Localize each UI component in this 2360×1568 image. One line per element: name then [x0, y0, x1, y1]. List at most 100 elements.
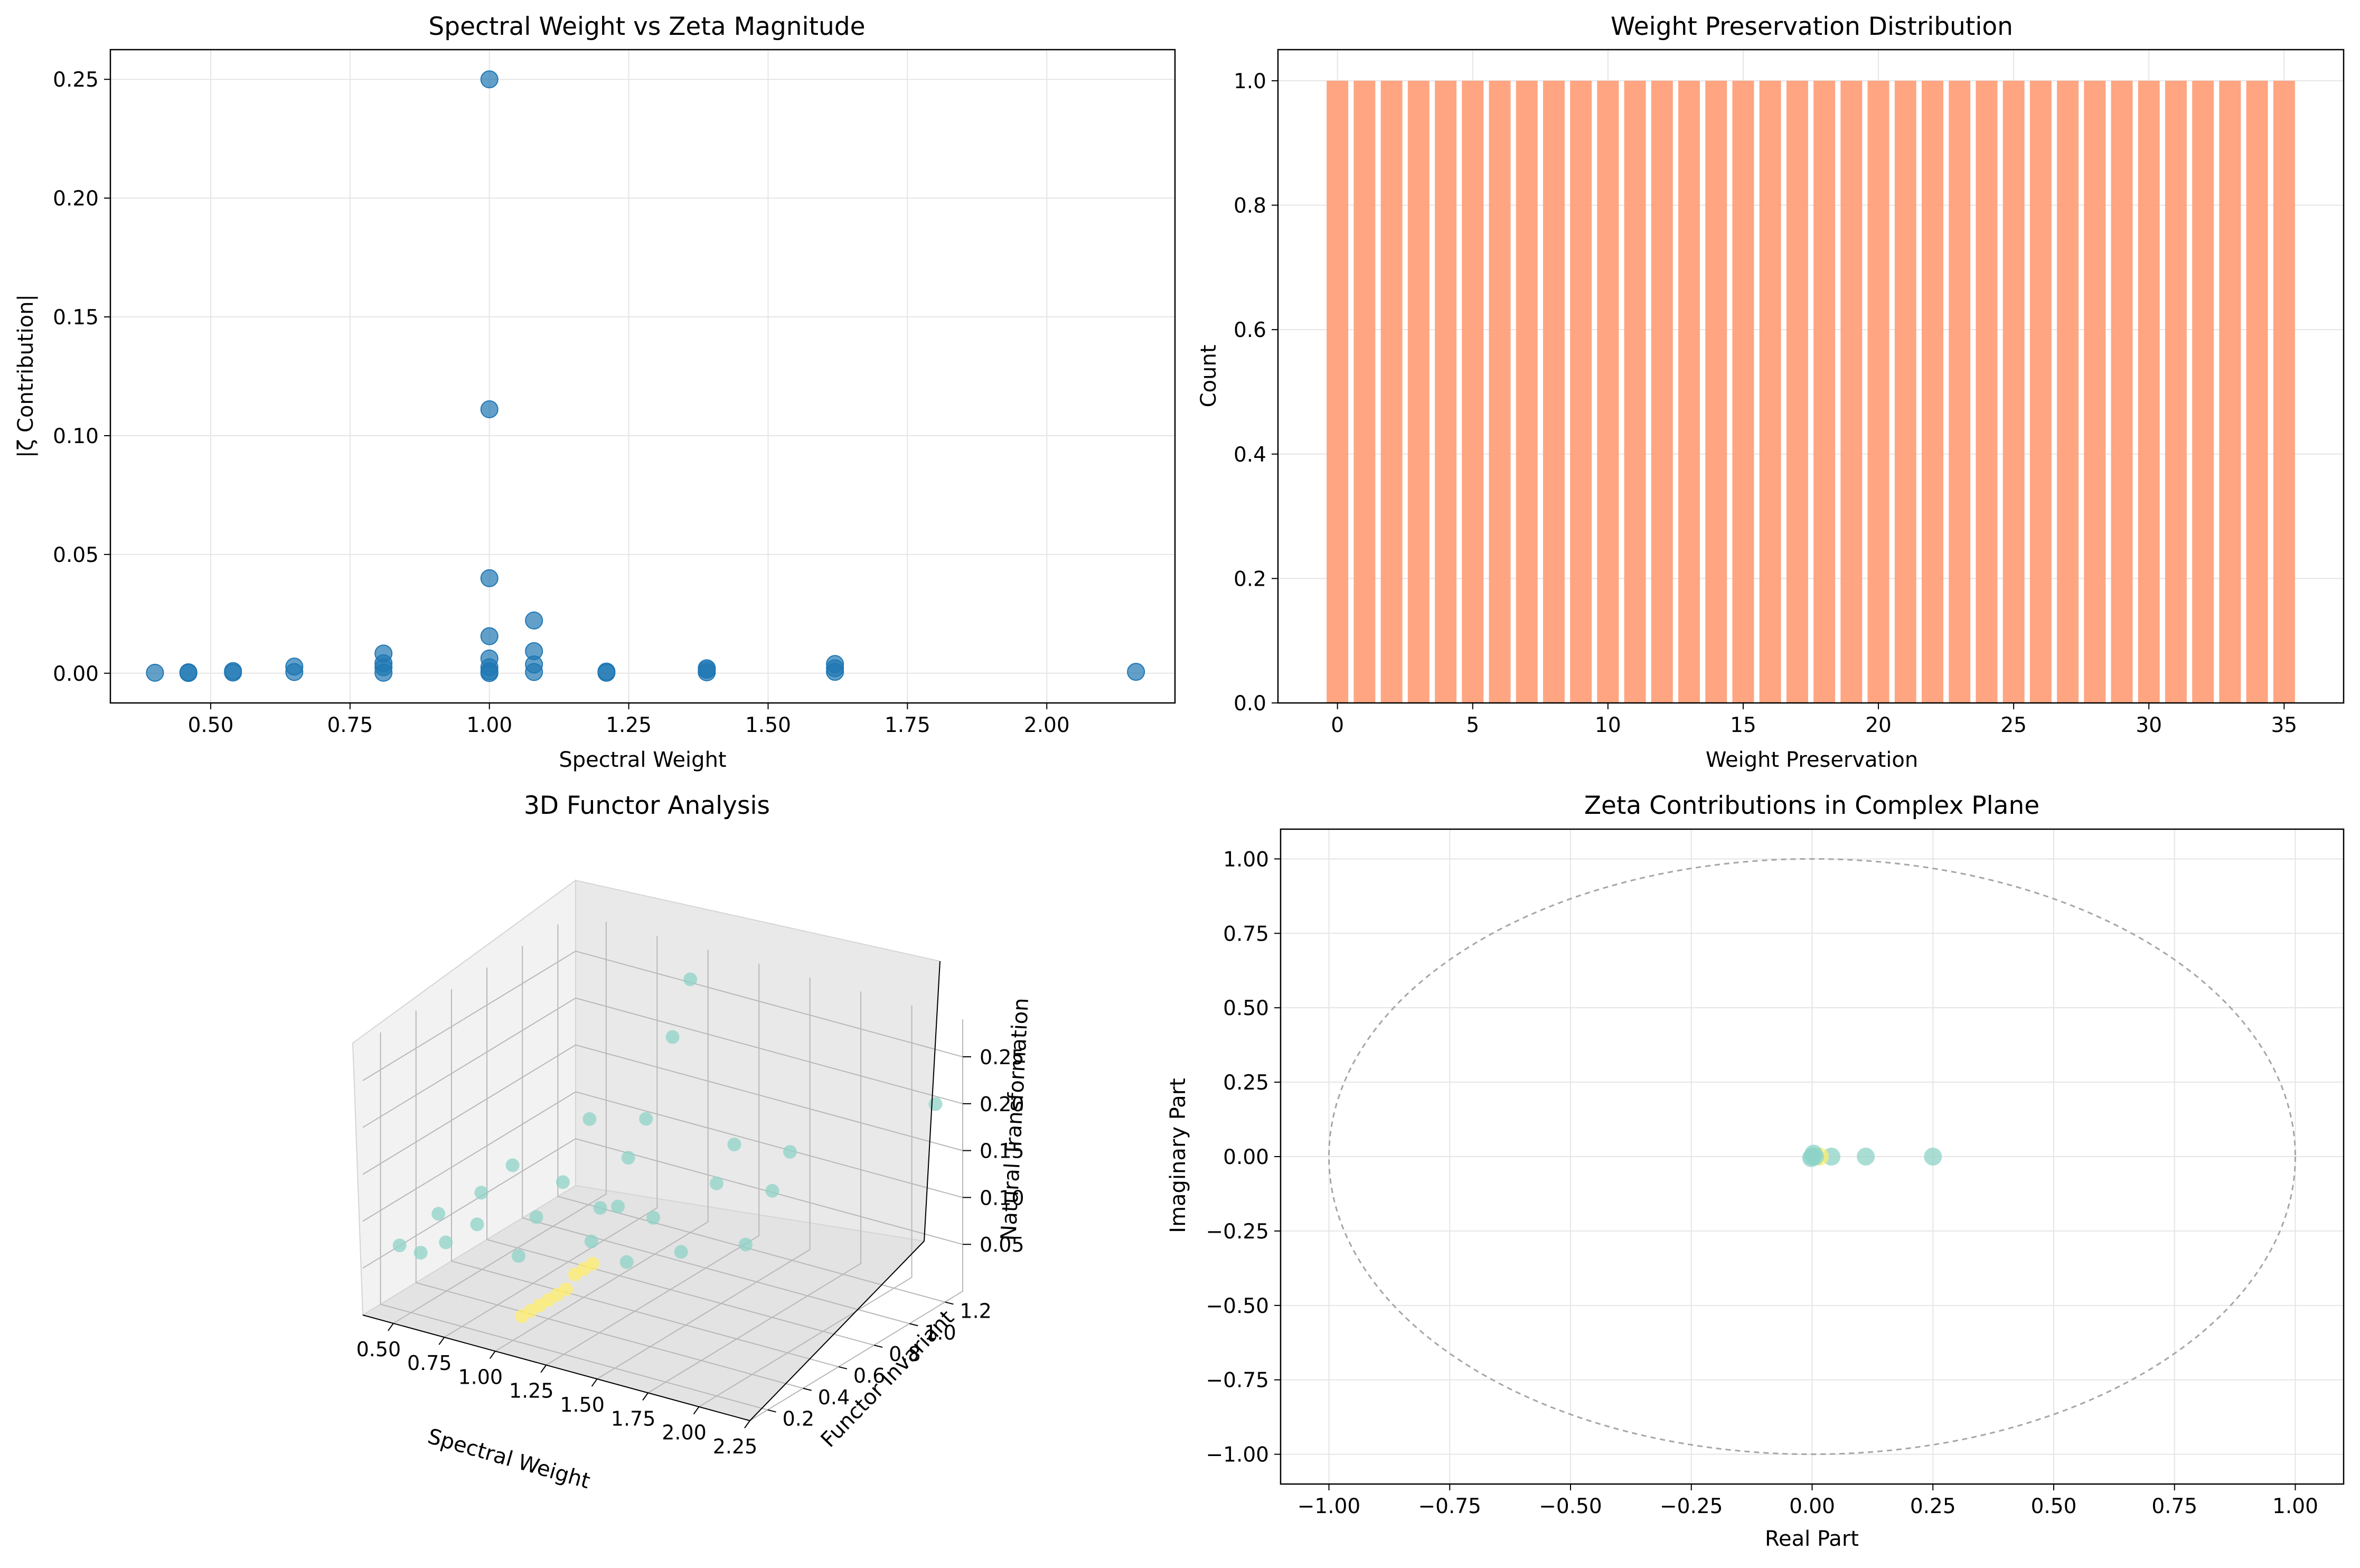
chart-title: Spectral Weight vs Zeta Magnitude: [428, 12, 865, 41]
bar: [2165, 80, 2187, 703]
y-tick-label: 0.50: [1223, 997, 1269, 1020]
data-point: [597, 662, 616, 681]
data-point-teal: [683, 972, 698, 987]
bar: [1353, 80, 1376, 703]
data-points: [146, 70, 1145, 682]
panel-complex-plane: Zeta Contributions in Complex Plane −1.0…: [1166, 791, 2345, 1551]
data-point: [224, 662, 242, 680]
bars: [1327, 80, 2295, 703]
data-point-teal: [765, 1184, 779, 1198]
x-tick-mark: [693, 1406, 700, 1415]
y-gridline: [415, 1010, 804, 1389]
y-tick-label: 0.00: [1223, 1146, 1269, 1169]
panel-weight-preservation: Weight Preservation Distribution 0 5 10 15 2…: [1197, 12, 2345, 772]
y-tick-label: 0.05: [53, 543, 99, 567]
bar: [1570, 80, 1592, 703]
z-tick-label: 0.05: [980, 1233, 1024, 1256]
data-point: [1127, 663, 1145, 681]
y-tick-label: 0.0: [1234, 692, 1266, 716]
data-point: [525, 611, 543, 630]
y-tick-label: 0.4: [818, 1386, 850, 1409]
data-point-teal: [621, 1151, 635, 1165]
data-point-yellow: [559, 1282, 573, 1297]
bar: [2057, 80, 2079, 703]
bar: [1624, 80, 1646, 703]
data-point-teal: [529, 1210, 543, 1224]
axis-ticks: −1.00 −0.75 −0.50 −0.25 0.00 0.25 0.50 0.75 1.00…: [1206, 848, 2318, 1518]
bar: [2029, 80, 2052, 703]
y-tick-mark: [803, 1387, 812, 1391]
x-tick-label: 2.25: [713, 1435, 758, 1458]
x-gridline: [444, 936, 658, 1338]
y-tick-label: 0.25: [53, 68, 99, 92]
bar: [1786, 80, 1808, 703]
y-axis-label: |ζ Contribution|: [14, 294, 38, 458]
y-tick-label: 1.0: [1234, 70, 1266, 93]
x-tick-mark: [438, 1337, 445, 1345]
bar: [1921, 80, 1943, 703]
data-point-teal: [439, 1235, 453, 1250]
data-point-teal: [783, 1145, 797, 1159]
x-tick-label: 1.00: [458, 1365, 503, 1388]
y-tick-label: 0.00: [53, 662, 99, 686]
grid: [362, 922, 963, 1421]
x-tick-label: 1.75: [611, 1407, 656, 1430]
y-tick-label: 0.6: [1234, 318, 1266, 342]
bar: [1840, 80, 1863, 703]
plot-frame: [109, 49, 1176, 704]
chart-title: Weight Preservation Distribution: [1611, 12, 2013, 41]
y-tick-label: 0.15: [53, 306, 99, 330]
x-tick-label: −0.75: [1418, 1495, 1481, 1518]
data-point-teal: [584, 1234, 598, 1248]
x-tick-label: 15: [1730, 713, 1756, 737]
y-axis-label: Imaginary Part: [1166, 1078, 1190, 1233]
y-tick-label: 0.6: [853, 1364, 885, 1387]
bar: [2192, 80, 2214, 703]
x-tick-mark: [540, 1365, 547, 1373]
data-point: [480, 400, 499, 419]
z-gridline: [362, 1138, 963, 1269]
x-tick-label: −0.50: [1539, 1495, 1602, 1518]
y-tick-label: −1.00: [1206, 1443, 1269, 1467]
x-gridline: [597, 978, 811, 1379]
data-point-teal: [556, 1175, 570, 1189]
bar: [1597, 80, 1619, 703]
bar: [1435, 80, 1457, 703]
y-tick-label: −0.50: [1206, 1294, 1269, 1318]
bar: [1894, 80, 1916, 703]
y-gridline: [557, 924, 945, 1303]
data-point-teal: [474, 1186, 488, 1200]
data-point-teal: [470, 1217, 484, 1232]
z-gridline: [362, 997, 963, 1128]
y-tick-label: 0.2: [1234, 567, 1266, 591]
y-tick-label: 0.2: [783, 1407, 814, 1431]
axes: [362, 961, 941, 1421]
plot-frame: [1277, 49, 2345, 704]
y-tick-label: 0.4: [1234, 443, 1266, 467]
bar: [1516, 80, 1538, 703]
bar: [2084, 80, 2106, 703]
x-tick-label: 0: [1331, 713, 1344, 737]
data-point: [525, 663, 543, 681]
data-point-teal: [665, 1030, 680, 1044]
x-gridline: [699, 1005, 913, 1407]
bar: [2002, 80, 2025, 703]
panel-spectral-vs-zeta: Spectral Weight vs Zeta Magnitude 0.50 0.…: [14, 12, 1176, 772]
bar: [1867, 80, 1889, 703]
axis-ticks: 0.500.751.001.251.501.752.002.250.20.40.…: [356, 1046, 1024, 1458]
axis-ticks: 0.50 0.75 1.00 1.25 1.50 1.75 2.00 0.00 0.05 0.10…: [53, 68, 1070, 737]
y-tick-label: −0.25: [1206, 1220, 1269, 1244]
x-axis-line: [362, 1315, 750, 1421]
data-point: [480, 569, 499, 587]
y-axis-label: Count: [1197, 345, 1221, 408]
z-tick-label: 0.15: [980, 1140, 1024, 1163]
z-tick-label: 0.25: [980, 1046, 1024, 1069]
bar: [1813, 80, 1836, 703]
x-axis-label: Weight Preservation: [1706, 748, 1918, 772]
data-point-teal: [505, 1158, 520, 1172]
x-tick-label: −0.25: [1660, 1495, 1723, 1518]
data-point-teal: [582, 1112, 597, 1126]
x-gridline: [546, 963, 760, 1366]
x-gridline: [749, 1019, 963, 1421]
x-tick-label: 20: [1865, 713, 1892, 737]
